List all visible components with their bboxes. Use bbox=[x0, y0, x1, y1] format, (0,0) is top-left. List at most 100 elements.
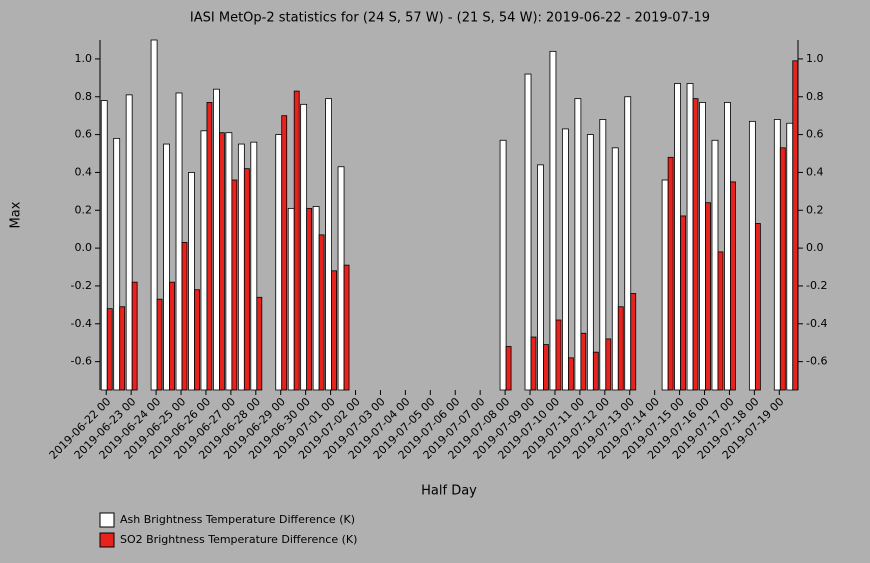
bar bbox=[169, 281, 175, 391]
y2-tick-label: 0.0 bbox=[806, 241, 824, 254]
y2-tick-label: 0.6 bbox=[806, 128, 824, 141]
legend-swatch bbox=[99, 532, 115, 548]
bar bbox=[200, 130, 208, 391]
bar bbox=[243, 168, 250, 391]
bar bbox=[779, 147, 786, 391]
y2-tick-label: -0.4 bbox=[806, 317, 827, 330]
bar bbox=[630, 293, 637, 391]
bar bbox=[699, 102, 706, 391]
y-tick-label: 0.4 bbox=[75, 165, 93, 178]
bar bbox=[337, 166, 345, 391]
bar bbox=[580, 332, 587, 391]
bar bbox=[624, 96, 632, 391]
bar bbox=[231, 179, 238, 391]
legend-label: Ash Brightness Temperature Difference (K… bbox=[120, 513, 355, 526]
bar bbox=[250, 141, 258, 391]
y-tick-label: -0.4 bbox=[71, 317, 92, 330]
bar bbox=[256, 296, 263, 391]
bar bbox=[505, 346, 512, 391]
bar bbox=[555, 319, 562, 391]
bar bbox=[537, 164, 544, 391]
bar bbox=[275, 134, 283, 391]
bar bbox=[549, 50, 557, 391]
bar bbox=[188, 172, 195, 391]
bar bbox=[131, 281, 138, 391]
y-tick-label: -0.2 bbox=[71, 279, 92, 292]
bar bbox=[686, 83, 694, 391]
y2-tick-label: -0.2 bbox=[806, 279, 827, 292]
bar bbox=[754, 223, 761, 391]
bar bbox=[318, 234, 325, 391]
bar bbox=[150, 39, 158, 391]
bar bbox=[106, 308, 113, 391]
bar bbox=[225, 132, 233, 391]
bar bbox=[592, 351, 599, 391]
bar bbox=[568, 357, 574, 391]
bar bbox=[530, 336, 537, 391]
bar bbox=[543, 344, 549, 391]
bar bbox=[293, 90, 300, 391]
y2-tick-label: 1.0 bbox=[806, 52, 824, 65]
y-tick-label: 0.6 bbox=[75, 128, 93, 141]
y-tick-label: 1.0 bbox=[75, 52, 93, 65]
bar bbox=[717, 251, 724, 391]
bar bbox=[331, 270, 337, 391]
bar bbox=[730, 181, 736, 391]
bar bbox=[213, 88, 220, 391]
y2-tick-label: 0.8 bbox=[806, 90, 824, 103]
bar bbox=[617, 306, 624, 391]
bar bbox=[100, 100, 108, 391]
bar bbox=[786, 122, 794, 391]
bar bbox=[574, 98, 582, 391]
bar bbox=[312, 206, 320, 391]
bar bbox=[605, 338, 612, 391]
bar bbox=[194, 289, 200, 391]
bar bbox=[175, 92, 183, 391]
bar bbox=[611, 147, 619, 391]
chart-title: IASI MetOp-2 statistics for (24 S, 57 W)… bbox=[190, 11, 710, 26]
bar bbox=[343, 264, 350, 391]
y-tick-label: -0.6 bbox=[71, 355, 92, 368]
bar bbox=[661, 179, 669, 391]
bar bbox=[562, 128, 569, 391]
bar bbox=[599, 119, 607, 391]
x-axis-label: Half Day bbox=[421, 484, 477, 499]
y2-tick-label: 0.2 bbox=[806, 203, 824, 216]
bar bbox=[181, 242, 188, 391]
bar bbox=[306, 207, 313, 391]
bar bbox=[119, 306, 126, 391]
bar bbox=[586, 134, 594, 391]
bar bbox=[667, 156, 674, 391]
bar bbox=[692, 98, 699, 391]
bar bbox=[300, 103, 308, 391]
bar bbox=[711, 139, 719, 391]
bar bbox=[206, 102, 213, 391]
y2-tick-label: -0.6 bbox=[806, 355, 827, 368]
bar bbox=[705, 202, 711, 391]
legend-label: SO2 Brightness Temperature Difference (K… bbox=[120, 533, 357, 546]
y-tick-label: 0.8 bbox=[75, 90, 93, 103]
y-tick-label: 0.0 bbox=[75, 241, 93, 254]
bar bbox=[499, 139, 507, 391]
bar bbox=[674, 83, 681, 391]
bar bbox=[125, 94, 133, 391]
bar bbox=[156, 298, 163, 391]
bar bbox=[724, 102, 731, 391]
legend-swatch bbox=[99, 512, 115, 528]
y2-tick-label: 0.4 bbox=[806, 165, 824, 178]
bar bbox=[219, 132, 225, 391]
bar bbox=[113, 137, 121, 391]
bar bbox=[287, 207, 295, 391]
bar bbox=[680, 215, 686, 391]
bar bbox=[163, 143, 170, 391]
bar bbox=[281, 115, 288, 391]
bar bbox=[524, 73, 532, 391]
bar bbox=[773, 119, 781, 391]
bar bbox=[325, 98, 332, 391]
bar bbox=[237, 143, 245, 391]
bar bbox=[748, 120, 756, 391]
y-axis-label: Max bbox=[9, 201, 24, 228]
bar bbox=[792, 60, 799, 391]
y-tick-label: 0.2 bbox=[75, 203, 93, 216]
